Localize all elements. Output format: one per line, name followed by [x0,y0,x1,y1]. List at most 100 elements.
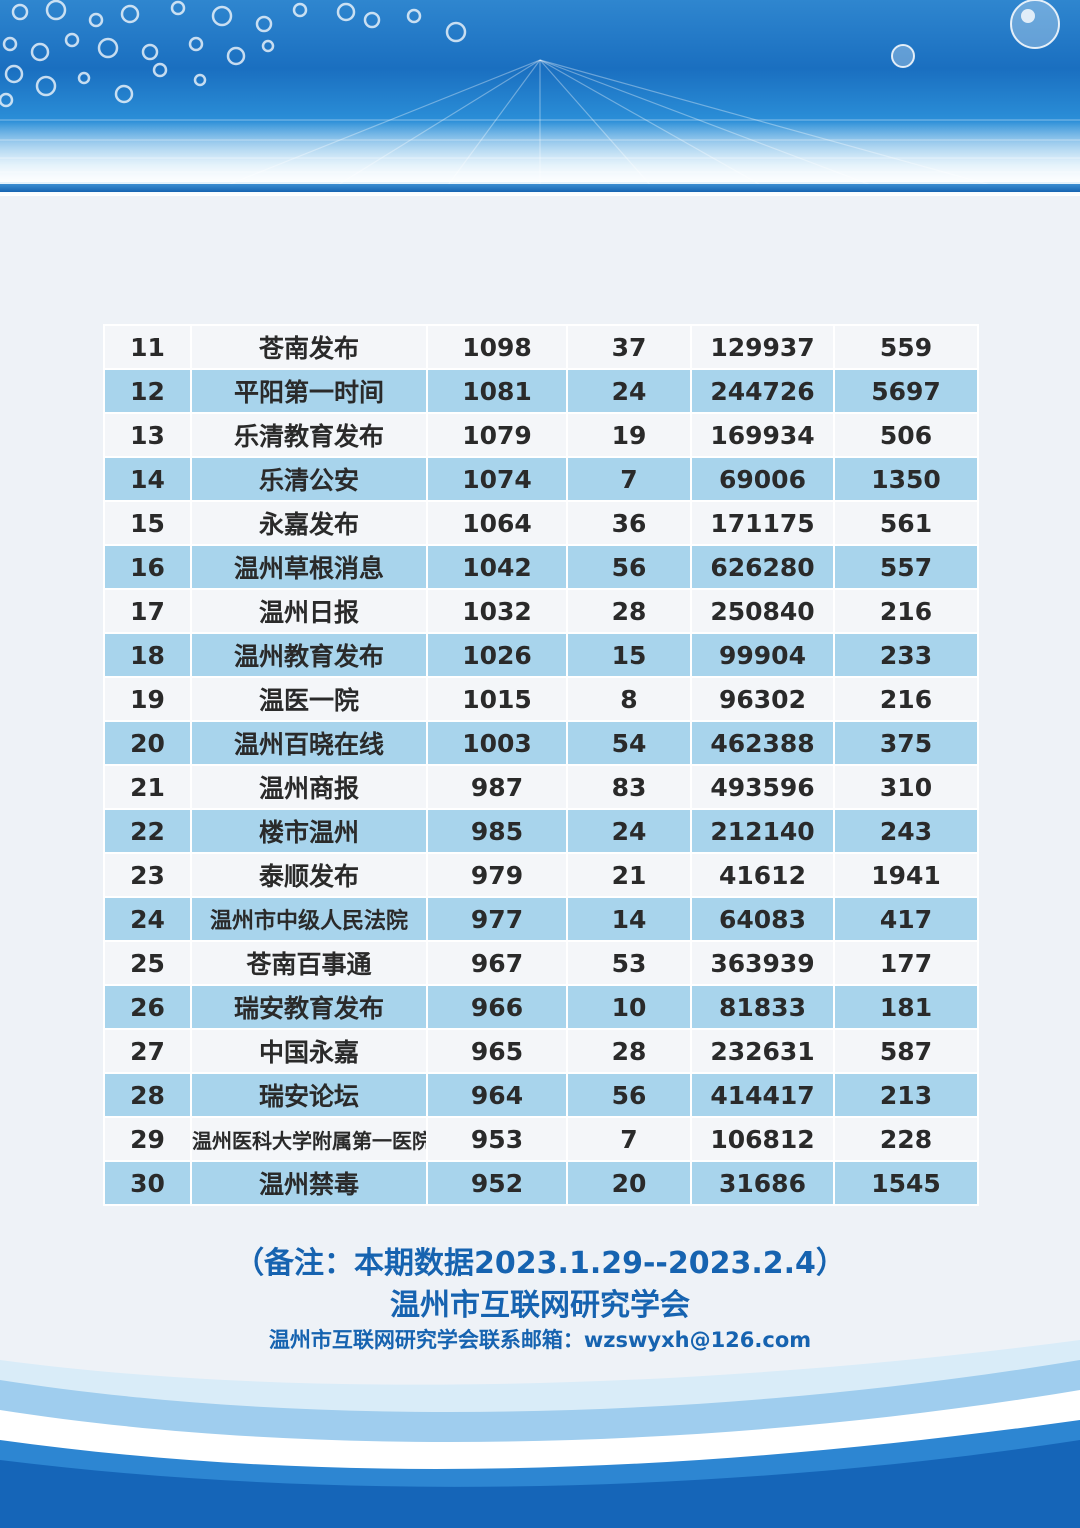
value-cell-1: 964 [426,1072,568,1118]
value-cell-3: 462388 [690,720,835,766]
value-cell-2: 19 [566,412,692,458]
rank-cell: 29 [103,1116,192,1162]
rank-cell: 18 [103,632,192,678]
ranking-table-grid: 11 苍南发布 1098 37 129937 559 12 平阳第一时间 1081 24 24472… [103,324,979,1206]
rank-cell: 21 [103,764,192,810]
account-name-cell: 苍南发布 [190,324,428,370]
rank-cell: 23 [103,852,192,898]
table-body: 11 苍南发布 1098 37 129937 559 12 平阳第一时间 1081 24 24472… [103,324,979,1206]
value-cell-2: 7 [566,456,692,502]
banner-stripe [0,184,1080,192]
value-cell-1: 1026 [426,632,568,678]
value-cell-2: 54 [566,720,692,766]
table-row: 26 瑞安教育发布 966 10 81833 181 [103,984,979,1030]
value-cell-1: 952 [426,1160,568,1206]
value-cell-2: 28 [566,1028,692,1074]
value-cell-1: 1003 [426,720,568,766]
value-cell-2: 14 [566,896,692,942]
account-name-cell: 温州市中级人民法院 [190,896,428,942]
rank-cell: 22 [103,808,192,854]
value-cell-3: 129937 [690,324,835,370]
value-cell-1: 1074 [426,456,568,502]
account-name-cell: 苍南百事通 [190,940,428,986]
value-cell-1: 1042 [426,544,568,590]
value-cell-1: 953 [426,1116,568,1162]
value-cell-3: 81833 [690,984,835,1030]
table-row: 12 平阳第一时间 1081 24 244726 5697 [103,368,979,414]
value-cell-3: 171175 [690,500,835,546]
value-cell-3: 493596 [690,764,835,810]
value-cell-4: 243 [833,808,979,854]
rank-cell: 13 [103,412,192,458]
value-cell-2: 15 [566,632,692,678]
value-cell-2: 8 [566,676,692,722]
bubbles-decoration [0,0,1060,108]
account-name-cell: 温州日报 [190,588,428,634]
value-cell-2: 7 [566,1116,692,1162]
value-cell-3: 626280 [690,544,835,590]
value-cell-4: 559 [833,324,979,370]
value-cell-3: 414417 [690,1072,835,1118]
account-name-cell: 瑞安教育发布 [190,984,428,1030]
account-name-cell: 瑞安论坛 [190,1072,428,1118]
value-cell-2: 28 [566,588,692,634]
table-row: 19 温医一院 1015 8 96302 216 [103,676,979,722]
rank-cell: 16 [103,544,192,590]
value-cell-2: 37 [566,324,692,370]
value-cell-4: 1545 [833,1160,979,1206]
rank-cell: 28 [103,1072,192,1118]
table-row: 22 楼市温州 985 24 212140 243 [103,808,979,854]
account-name-cell: 温州禁毒 [190,1160,428,1206]
rank-cell: 25 [103,940,192,986]
table-row: 13 乐清教育发布 1079 19 169934 506 [103,412,979,458]
value-cell-2: 24 [566,808,692,854]
value-cell-4: 506 [833,412,979,458]
rank-cell: 17 [103,588,192,634]
value-cell-1: 965 [426,1028,568,1074]
value-cell-1: 1032 [426,588,568,634]
contact-email-line: 温州市互联网研究学会联系邮箱：wzswyxh@126.com [268,1328,812,1352]
rank-cell: 24 [103,896,192,942]
table-row: 20 温州百晓在线 1003 54 462388 375 [103,720,979,766]
table-row: 27 中国永嘉 965 28 232631 587 [103,1028,979,1074]
value-cell-1: 987 [426,764,568,810]
value-cell-4: 233 [833,632,979,678]
table-row: 29 温州医科大学附属第一医院 953 7 106812 228 [103,1116,979,1162]
header-banner [0,0,1080,196]
value-cell-4: 587 [833,1028,979,1074]
table-row: 23 泰顺发布 979 21 41612 1941 [103,852,979,898]
value-cell-3: 99904 [690,632,835,678]
value-cell-2: 83 [566,764,692,810]
organization-name: 温州市互联网研究学会 [390,1288,690,1323]
value-cell-4: 561 [833,500,979,546]
value-cell-4: 310 [833,764,979,810]
table-row: 24 温州市中级人民法院 977 14 64083 417 [103,896,979,942]
value-cell-2: 20 [566,1160,692,1206]
value-cell-2: 36 [566,500,692,546]
value-cell-1: 1015 [426,676,568,722]
account-name-cell: 泰顺发布 [190,852,428,898]
table-row: 21 温州商报 987 83 493596 310 [103,764,979,810]
rank-cell: 12 [103,368,192,414]
value-cell-1: 967 [426,940,568,986]
value-cell-1: 1081 [426,368,568,414]
rank-cell: 11 [103,324,192,370]
value-cell-3: 212140 [690,808,835,854]
table-row: 16 温州草根消息 1042 56 626280 557 [103,544,979,590]
rank-cell: 14 [103,456,192,502]
table-row: 14 乐清公安 1074 7 69006 1350 [103,456,979,502]
account-name-cell: 温州商报 [190,764,428,810]
value-cell-4: 213 [833,1072,979,1118]
value-cell-4: 216 [833,676,979,722]
value-cell-3: 244726 [690,368,835,414]
account-name-cell: 平阳第一时间 [190,368,428,414]
table-row: 25 苍南百事通 967 53 363939 177 [103,940,979,986]
value-cell-1: 985 [426,808,568,854]
account-name-cell: 乐清教育发布 [190,412,428,458]
account-name-cell: 温州草根消息 [190,544,428,590]
value-cell-3: 41612 [690,852,835,898]
value-cell-4: 417 [833,896,979,942]
value-cell-1: 1064 [426,500,568,546]
account-name-cell: 乐清公安 [190,456,428,502]
ranking-table: 11 苍南发布 1098 37 129937 559 12 平阳第一时间 1081 24 24472… [103,324,979,1206]
